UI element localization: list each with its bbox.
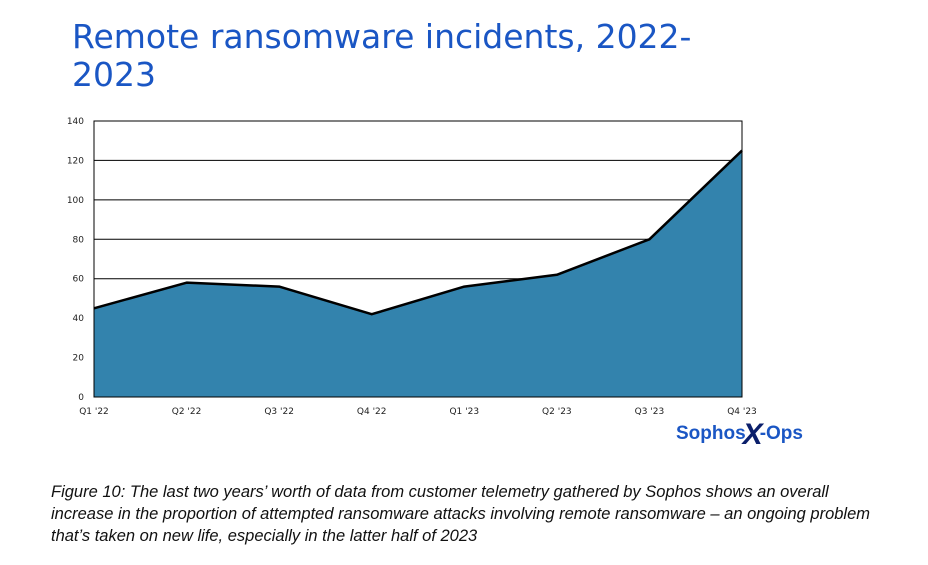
x-tick-label: Q1 '23 bbox=[449, 407, 479, 417]
x-tick-label: Q4 '22 bbox=[357, 407, 387, 417]
y-tick-label: 120 bbox=[67, 156, 84, 166]
logo-text-ops: -Ops bbox=[759, 423, 803, 444]
logo-x-mark: X bbox=[742, 418, 763, 451]
area-fill bbox=[94, 150, 742, 397]
figure-caption: Figure 10: The last two years’ worth of … bbox=[51, 483, 871, 545]
y-tick-label: 40 bbox=[73, 314, 85, 324]
y-tick-label: 60 bbox=[73, 275, 85, 285]
y-tick-label: 0 bbox=[78, 393, 84, 403]
y-tick-label: 100 bbox=[67, 196, 84, 206]
plot-frame bbox=[93, 120, 743, 398]
x-tick-label: Q1 '22 bbox=[79, 407, 109, 417]
x-tick-label: Q3 '23 bbox=[635, 407, 665, 417]
x-tick-label: Q2 '22 bbox=[172, 407, 202, 417]
x-tick-label: Q3 '22 bbox=[264, 407, 294, 417]
x-tick-label: Q2 '23 bbox=[542, 407, 572, 417]
y-axis-ticks: 0 20 40 60 80 100 120 140 bbox=[67, 117, 84, 403]
logo-text-sophos: Sophos bbox=[676, 423, 746, 444]
area-chart: 0 20 40 60 80 100 120 140 Q1 '22 Q2 '22 Q3 '22 Q4 … bbox=[67, 117, 757, 417]
chart-title: Remote ransomware incidents, 2022-2023 bbox=[72, 17, 692, 94]
y-tick-label: 80 bbox=[73, 235, 85, 245]
x-axis-ticks: Q1 '22 Q2 '22 Q3 '22 Q4 '22 Q1 '23 Q2 '23 Q3 '… bbox=[79, 407, 757, 417]
sophos-x-ops-logo: Sophos X -Ops bbox=[676, 418, 803, 451]
y-tick-label: 140 bbox=[67, 117, 84, 127]
x-tick-label: Q4 '23 bbox=[727, 407, 757, 417]
y-tick-label: 20 bbox=[73, 354, 85, 364]
series-line bbox=[93, 149, 743, 316]
